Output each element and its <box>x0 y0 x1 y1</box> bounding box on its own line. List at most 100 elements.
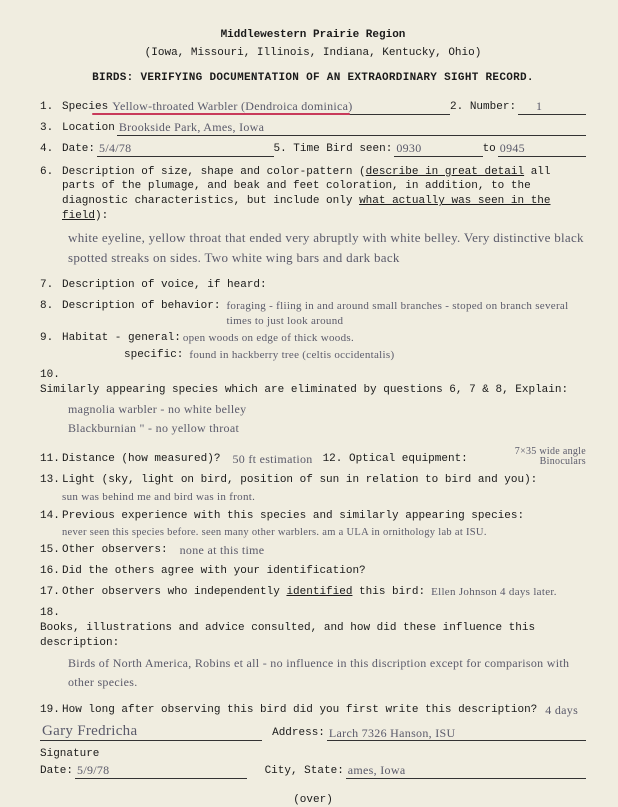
q17-l2: this bird: <box>352 586 425 598</box>
q13-value: sun was behind me and bird was in front. <box>40 490 586 505</box>
q17-value: Ellen Johnson 4 days later. <box>425 585 557 600</box>
row-description: 6. Description of size, shape and color-… <box>40 165 586 273</box>
row-agree: 16. Did the others agree with your ident… <box>40 564 586 579</box>
row-habitat-gen: 9. Habitat - general: open woods on edge… <box>40 331 586 346</box>
q12-value: 7×35 wide angle Binoculars <box>470 447 586 467</box>
row-behavior: 8. Description of behavior: foraging - f… <box>40 299 586 329</box>
region-header: Middlewestern Prairie Region <box>40 28 586 43</box>
q18-label: Books, illustrations and advice consulte… <box>40 621 586 651</box>
q6-t1: Description of size, shape and color-pat… <box>62 166 366 178</box>
q7-label: Description of voice, if heard: <box>62 278 267 293</box>
row-habitat-spec: specific: found in hackberry tree (celti… <box>40 348 586 363</box>
q10-label: Similarly appearing species which are el… <box>40 383 568 398</box>
time-from-field: 0930 <box>394 142 482 157</box>
q13-num: 13. <box>40 473 62 488</box>
date-value: 5/4/78 <box>99 140 131 156</box>
q19-value: 4 days <box>537 702 578 718</box>
q8-num: 8. <box>40 299 62 314</box>
signature-label: Signature <box>40 747 99 762</box>
q13-label: Light (sky, light on bird, position of s… <box>62 473 537 488</box>
row-sig-date: Date: 5/9/78 City, State: ames, Iowa <box>40 764 586 779</box>
q14-num: 14. <box>40 509 62 524</box>
row-observers: 15. Other observers: none at this time <box>40 542 586 558</box>
q11-num: 11. <box>40 452 62 467</box>
location-field: Brookside Park, Ames, Iowa <box>117 121 586 136</box>
q17-text: Other observers who independently identi… <box>62 585 425 600</box>
q10-num: 10. <box>40 368 62 383</box>
q10-handwriting: magnolia warbler - no white belley Black… <box>40 400 586 441</box>
to-label: to <box>483 142 496 157</box>
q14-label: Previous experience with this species an… <box>62 509 524 524</box>
q5-label: 5. Time Bird seen: <box>274 142 393 157</box>
q14-value: never seen this species before. seen man… <box>40 526 586 540</box>
date2-label: Date: <box>40 764 73 779</box>
q8-label: Description of behavior: <box>62 299 220 314</box>
q9-label: Habitat - general: <box>62 331 181 346</box>
q11-value: 50 ft estimation <box>222 451 322 467</box>
q19-num: 19. <box>40 703 62 718</box>
city-field: ames, Iowa <box>346 764 586 779</box>
time-to-field: 0945 <box>498 142 586 157</box>
q2-label: 2. Number: <box>450 100 516 115</box>
q7-num: 7. <box>40 278 62 293</box>
row-light: 13. Light (sky, light on bird, position … <box>40 473 586 488</box>
addr-value: Larch 7326 Hanson, ISU <box>329 725 456 741</box>
city-value: ames, Iowa <box>348 762 406 778</box>
q16-label: Did the others agree with your identific… <box>62 564 366 579</box>
addr-field: Larch 7326 Hanson, ISU <box>327 726 586 741</box>
q6-text: Description of size, shape and color-pat… <box>62 165 586 224</box>
city-label: City, State: <box>247 764 344 779</box>
q9-num: 9. <box>40 331 62 346</box>
q15-num: 15. <box>40 543 62 558</box>
q17-u: identified <box>286 586 352 598</box>
row-experience: 14. Previous experience with this specie… <box>40 509 586 524</box>
row-books: 18. Books, illustrations and advice cons… <box>40 606 586 696</box>
q9-value2: found in hackberry tree (celtis occident… <box>185 348 394 363</box>
q4-num: 4. <box>40 142 62 157</box>
number-value: 1 <box>536 98 542 114</box>
row-other-id: 17. Other observers who independently id… <box>40 585 586 600</box>
form-title: BIRDS: VERIFYING DOCUMENTATION OF AN EXT… <box>40 71 586 86</box>
q18-num: 18. <box>40 606 62 621</box>
q12-label: 12. Optical equipment: <box>323 452 468 467</box>
q19-label: How long after observing this bird did y… <box>62 703 537 718</box>
q6-u1: describe in great detail <box>366 166 524 178</box>
q6-num: 6. <box>40 165 62 224</box>
q3-num: 3. <box>40 121 62 136</box>
q18-handwriting: Birds of North America, Robins et all - … <box>40 652 586 695</box>
states-subheader: (Iowa, Missouri, Illinois, Indiana, Kent… <box>40 46 586 61</box>
sig-name-value: Gary Fredricha <box>42 721 137 741</box>
row-voice: 7. Description of voice, if heard: <box>40 278 586 293</box>
q1-num: 1. <box>40 100 62 115</box>
q4-label: Date: <box>62 142 95 157</box>
q9-label2: specific: <box>124 348 183 363</box>
time-from-value: 0930 <box>396 140 421 156</box>
row-similar: 10. Similarly appearing species which ar… <box>40 368 586 441</box>
q15-label: Other observers: <box>62 543 168 558</box>
row-sig-label: Signature <box>40 747 586 762</box>
q3-label: Location <box>62 121 115 136</box>
date-field: 5/4/78 <box>97 142 273 157</box>
q17-l1: Other observers who independently <box>62 586 286 598</box>
date2-value: 5/9/78 <box>77 762 109 778</box>
q11-label: Distance (how measured)? <box>62 452 220 467</box>
q6-handwriting: white eyeline, yellow throat that ended … <box>40 224 586 272</box>
row-location: 3. Location Brookside Park, Ames, Iowa <box>40 121 586 136</box>
row-date: 4. Date: 5/4/78 5. Time Bird seen: 0930 … <box>40 142 586 157</box>
sig-name-field: Gary Fredricha <box>40 726 262 741</box>
q16-num: 16. <box>40 564 62 579</box>
time-to-value: 0945 <box>500 140 525 156</box>
number-field: 1 <box>518 100 586 115</box>
location-value: Brookside Park, Ames, Iowa <box>119 119 264 135</box>
q9-value: open woods on edge of thick woods. <box>183 331 354 346</box>
q6-t3: ): <box>95 210 108 222</box>
row-distance: 11. Distance (how measured)? 50 ft estim… <box>40 447 586 467</box>
addr-label: Address: <box>262 726 325 741</box>
q17-num: 17. <box>40 585 62 600</box>
q8-value: foraging - fliing in and around small br… <box>222 299 586 329</box>
q15-value: none at this time <box>170 542 265 558</box>
red-underline <box>92 113 350 115</box>
row-howlong: 19. How long after observing this bird d… <box>40 702 586 718</box>
date2-field: 5/9/78 <box>75 764 247 779</box>
row-sig-name: Gary Fredricha Address: Larch 7326 Hanso… <box>40 726 586 741</box>
